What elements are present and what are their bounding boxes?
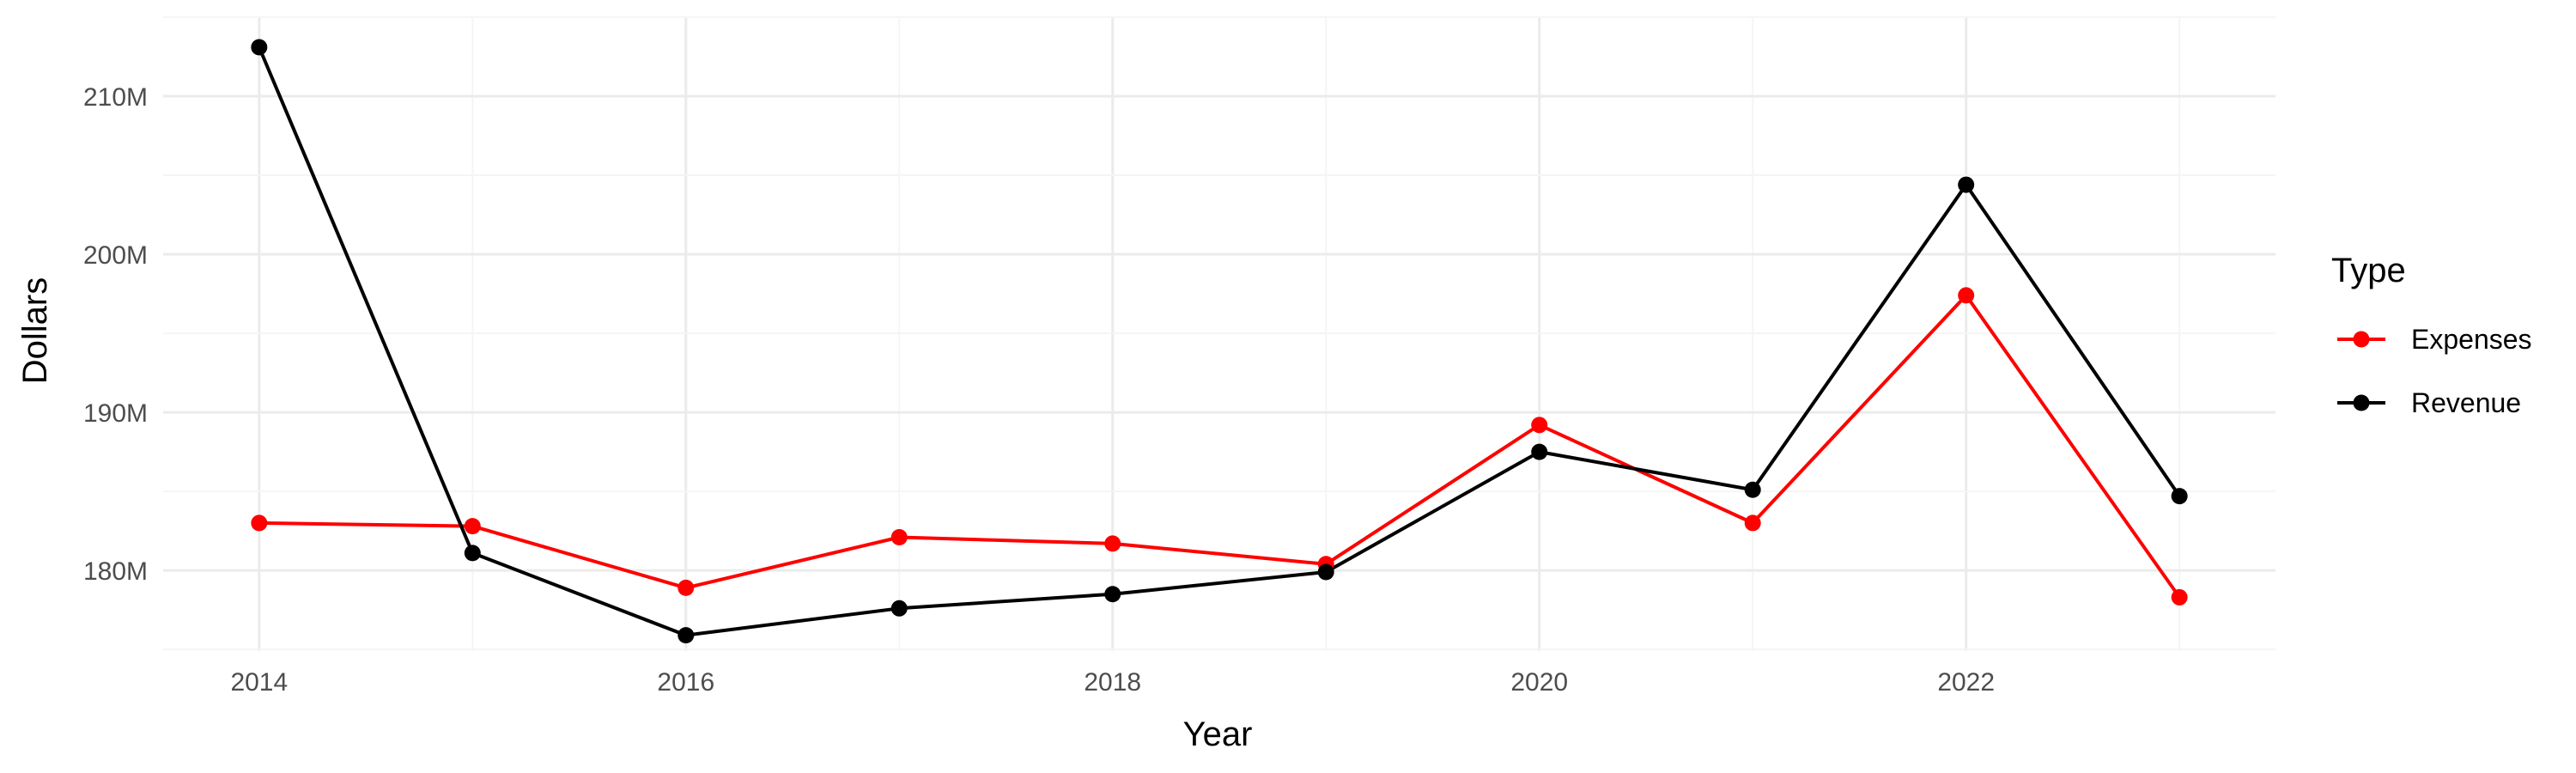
revenue-point [1104, 586, 1121, 603]
legend-key-point [2353, 331, 2370, 348]
legend-key-point [2353, 394, 2370, 411]
legend-label: Revenue [2411, 387, 2521, 418]
expenses-point [2171, 588, 2188, 606]
revenue-point [464, 545, 481, 562]
x-axis-title: Year [1183, 715, 1253, 753]
expenses-line [258, 293, 2181, 599]
legend: Type Expenses Revenue [2331, 252, 2532, 418]
expenses-point [251, 514, 268, 532]
revenue-point [890, 600, 908, 617]
x-axis-ticks: 2014 2016 2018 2020 2022 [230, 668, 1995, 697]
data-points [251, 39, 2188, 644]
x-tick-label: 2016 [657, 668, 714, 697]
expenses-point [464, 518, 481, 535]
y-tick-label: 200M [83, 241, 148, 270]
expenses-point [1104, 535, 1121, 552]
legend-items: Expenses Revenue [2337, 324, 2532, 418]
revenue-point [2171, 488, 2188, 505]
x-tick-label: 2014 [230, 668, 288, 697]
expenses-point [1531, 417, 1548, 434]
legend-item-revenue: Revenue [2337, 387, 2521, 418]
y-tick-label: 210M [83, 83, 148, 112]
revenue-point [1744, 481, 1761, 498]
revenue-point [677, 627, 695, 644]
y-tick-label: 190M [83, 399, 148, 428]
legend-label: Expenses [2411, 324, 2532, 355]
legend-title: Type [2331, 252, 2406, 289]
x-tick-label: 2020 [1510, 668, 1568, 697]
gridlines [163, 16, 2275, 651]
y-axis-ticks: 180M 190M 200M 210M [83, 83, 148, 586]
expenses-point [890, 528, 908, 545]
x-tick-label: 2022 [1937, 668, 1995, 697]
revenue-point [1531, 443, 1548, 460]
y-axis-title: Dollars [16, 277, 54, 384]
legend-item-expenses: Expenses [2337, 324, 2532, 355]
revenue-point [1958, 176, 1975, 193]
expenses-point [1744, 514, 1761, 532]
revenue-line [257, 46, 2181, 637]
revenue-point [251, 39, 268, 56]
y-tick-label: 180M [83, 557, 148, 586]
series-lines [257, 46, 2181, 637]
revenue-point [1317, 563, 1334, 581]
x-tick-label: 2018 [1084, 668, 1141, 697]
expenses-point [1958, 287, 1975, 304]
expenses-point [677, 579, 695, 596]
